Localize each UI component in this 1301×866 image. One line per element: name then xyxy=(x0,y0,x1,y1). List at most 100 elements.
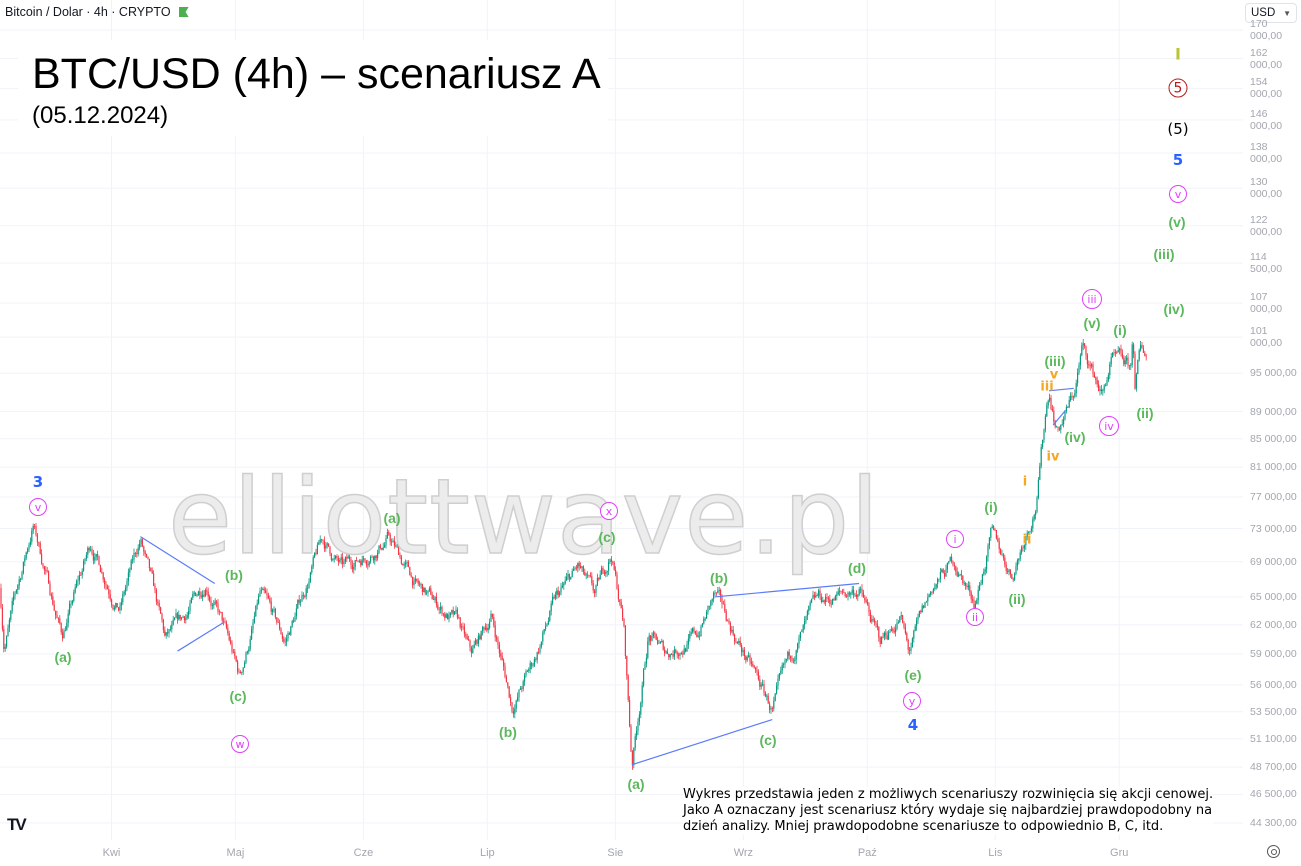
candle xyxy=(389,534,391,542)
candle xyxy=(87,547,89,555)
candle xyxy=(38,542,40,544)
candle xyxy=(36,534,38,543)
candle xyxy=(1116,351,1118,353)
candle xyxy=(489,621,491,629)
wave-label: v xyxy=(29,498,47,516)
flag-icon[interactable] xyxy=(178,7,189,17)
candle xyxy=(395,545,397,547)
currency-select[interactable]: USD ▼ xyxy=(1245,3,1297,23)
candle xyxy=(980,583,982,585)
symbol-header[interactable]: Bitcoin / Dolar · 4h · CRYPTO xyxy=(5,5,189,19)
candle xyxy=(938,578,940,580)
tradingview-logo[interactable]: TV xyxy=(7,815,27,834)
settings-gear-icon[interactable] xyxy=(1267,845,1280,858)
candle xyxy=(987,545,989,557)
candle xyxy=(535,659,537,660)
candle xyxy=(1036,497,1038,513)
candle xyxy=(127,572,129,582)
wave-label: (i) xyxy=(1113,322,1127,338)
candle xyxy=(708,605,710,607)
candle xyxy=(741,645,743,653)
candle xyxy=(626,655,628,676)
candle xyxy=(1029,531,1031,533)
price-tick-label: 53 500,00 xyxy=(1250,705,1297,718)
candle xyxy=(721,597,723,604)
wave-label: ii xyxy=(1022,532,1032,548)
candle xyxy=(963,582,965,584)
candle xyxy=(1028,532,1030,533)
candle xyxy=(923,605,925,608)
candle xyxy=(83,561,85,571)
candle xyxy=(451,610,453,613)
candle xyxy=(328,543,330,547)
price-tick-label: 51 100,00 xyxy=(1250,732,1297,745)
candle xyxy=(889,631,891,633)
candle xyxy=(4,647,6,649)
candle xyxy=(211,605,213,607)
candle xyxy=(916,620,918,627)
price-tick-label: 48 700,00 xyxy=(1250,761,1297,774)
candle xyxy=(778,673,780,679)
time-tick-label: Kwi xyxy=(102,847,121,859)
candle xyxy=(888,632,890,640)
candle xyxy=(1026,532,1028,537)
symbol-title[interactable]: Bitcoin / Dolar · 4h · CRYPTO xyxy=(5,5,171,19)
candle xyxy=(620,602,622,609)
candle xyxy=(564,580,566,584)
candle xyxy=(484,627,486,630)
candle xyxy=(918,611,920,617)
candle xyxy=(181,617,183,619)
candle xyxy=(126,581,128,588)
candle xyxy=(874,619,876,623)
time-tick-label: Paź xyxy=(857,847,877,859)
candle xyxy=(720,589,722,598)
candle xyxy=(910,647,912,651)
candle xyxy=(154,586,156,590)
candle xyxy=(1134,354,1136,389)
candle xyxy=(855,594,857,598)
candle xyxy=(990,528,992,538)
candle xyxy=(862,592,864,598)
candle xyxy=(35,525,37,535)
candle xyxy=(575,567,577,569)
candle xyxy=(1128,365,1130,366)
candle xyxy=(623,618,625,627)
candle xyxy=(753,665,755,668)
candle xyxy=(109,593,111,600)
candle xyxy=(998,541,1000,550)
trendline xyxy=(1048,387,1074,392)
candle xyxy=(622,608,624,619)
candle xyxy=(785,658,787,661)
candle xyxy=(718,589,720,591)
price-tick-label: 154 000,00 xyxy=(1250,76,1283,101)
candle xyxy=(771,708,773,710)
wave-label: (b) xyxy=(499,724,517,740)
candle xyxy=(291,620,293,627)
candle xyxy=(360,561,362,566)
wave-label: (iv) xyxy=(1163,301,1185,317)
candle xyxy=(764,692,766,697)
candle xyxy=(514,708,516,714)
candle xyxy=(66,622,68,631)
candle xyxy=(146,554,148,557)
candle xyxy=(1133,344,1135,355)
candle xyxy=(756,669,758,672)
candle xyxy=(256,603,258,606)
candle xyxy=(332,559,334,561)
candle xyxy=(1077,372,1079,384)
candle xyxy=(790,655,792,659)
candle xyxy=(875,622,877,625)
candle xyxy=(967,585,969,588)
candle xyxy=(850,593,852,595)
candle xyxy=(655,633,657,640)
candle xyxy=(976,600,978,604)
candle xyxy=(1117,350,1119,353)
candle xyxy=(885,632,887,636)
candle xyxy=(903,622,905,628)
wave-label: 3 xyxy=(32,473,44,491)
candle xyxy=(232,651,234,653)
candle xyxy=(615,569,617,575)
candle xyxy=(455,609,457,612)
candle xyxy=(160,607,162,614)
